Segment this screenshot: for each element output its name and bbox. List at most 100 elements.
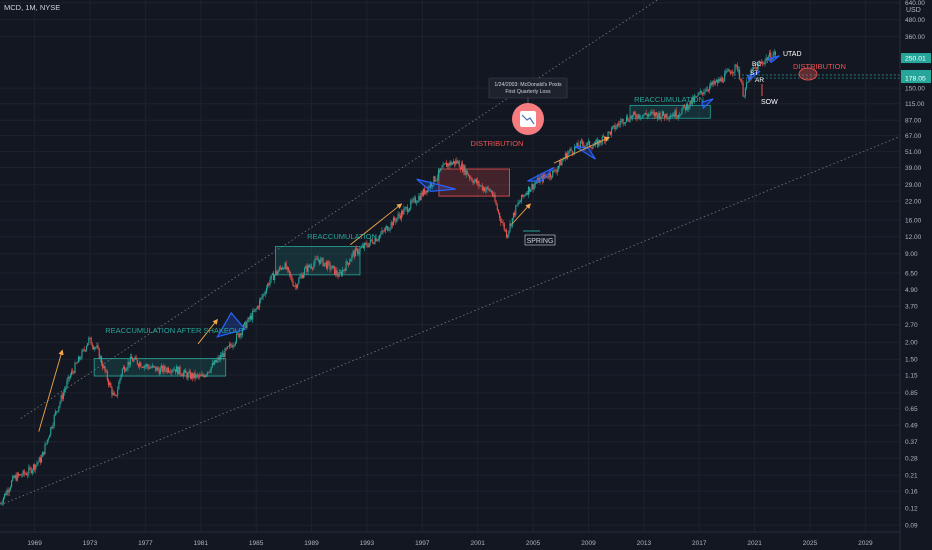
candle-body — [417, 201, 419, 203]
candle-body — [734, 64, 736, 72]
candle-body — [564, 153, 566, 159]
candle-body — [209, 371, 211, 373]
candle-body — [609, 131, 611, 135]
candle-body — [51, 427, 53, 429]
y-tick-label: 39.00 — [905, 165, 922, 172]
y-tick-label: 0.28 — [905, 456, 918, 463]
candle-body — [514, 212, 516, 216]
candle-body — [34, 464, 36, 470]
candle-body — [173, 369, 175, 371]
price-label-text: 250.01 — [905, 55, 926, 62]
candle-body — [302, 274, 305, 279]
candle-body — [189, 371, 191, 379]
candle-body — [154, 366, 156, 368]
candle-body — [97, 345, 99, 349]
candle-body — [472, 181, 474, 184]
candle-body — [298, 278, 300, 284]
candle-body — [192, 373, 194, 379]
candle-body — [395, 220, 397, 222]
candle-body — [140, 362, 142, 367]
candle-body — [672, 114, 674, 116]
candle-body — [64, 389, 66, 393]
candle-body — [55, 411, 58, 413]
candle-body — [405, 207, 407, 208]
candle-body — [560, 160, 562, 166]
x-tick-label: 1985 — [249, 540, 264, 547]
candle-body — [745, 82, 748, 89]
candle-body — [332, 265, 335, 267]
channel-lower-line — [4, 136, 901, 504]
candle-body — [300, 274, 302, 277]
candle-body — [87, 343, 89, 347]
candle-body — [319, 259, 321, 264]
candle-body — [312, 267, 314, 269]
candle-body — [548, 173, 550, 178]
candle-body — [713, 80, 715, 84]
y-tick-label: 1.15 — [905, 372, 918, 379]
candle-body — [583, 144, 585, 148]
candle-body — [203, 375, 205, 378]
candle-body — [591, 147, 593, 149]
event-callout-box — [488, 77, 568, 99]
candle-body — [602, 136, 605, 138]
candle-body — [124, 367, 126, 372]
sow-label: SOW — [761, 99, 778, 106]
candle-body — [216, 359, 218, 363]
candle-body — [532, 184, 534, 190]
candle-body — [728, 69, 730, 72]
candle-body — [507, 234, 509, 238]
candle-body — [145, 364, 148, 366]
x-tick-label: 1997 — [415, 540, 430, 547]
candle-body — [256, 306, 258, 309]
candle-body — [96, 345, 98, 348]
candle-body — [167, 368, 170, 373]
candle-body — [494, 194, 496, 202]
candle-body — [447, 163, 449, 167]
candle-body — [391, 222, 393, 226]
candle-body — [350, 259, 352, 262]
candle-body — [552, 170, 554, 178]
candle-body — [735, 64, 737, 66]
candle-body — [225, 348, 227, 350]
candle-body — [424, 188, 426, 194]
candle-body — [345, 261, 347, 271]
ar-label: AR — [755, 77, 764, 84]
candle-body — [157, 367, 159, 370]
candle-body — [27, 474, 29, 476]
symbol-label[interactable]: MCD, 1M, NYSE — [4, 3, 60, 12]
candle-body — [200, 375, 202, 377]
candle-body — [357, 248, 359, 254]
candle-body — [765, 57, 767, 61]
candle-body — [387, 226, 389, 231]
candle-body — [29, 467, 31, 469]
candle-body — [647, 114, 650, 117]
candle-body — [404, 207, 406, 209]
candle-body — [418, 196, 420, 202]
candle-body — [269, 279, 271, 285]
y-tick-label: 51.00 — [905, 149, 922, 156]
y-axis[interactable]: 0.09 0.12 0.16 0.21 0.28 0.37 0.49 0.65 0.85 1.15… — [899, 0, 925, 550]
candle-body — [500, 217, 502, 223]
candle-body — [639, 117, 641, 119]
candle-body — [193, 372, 195, 379]
candle-body — [160, 365, 163, 369]
candle-body — [429, 183, 431, 188]
candle-body — [490, 190, 493, 193]
candle-body — [710, 82, 712, 86]
candle-body — [681, 109, 683, 115]
utad-label: UTAD — [783, 51, 802, 58]
candle-body — [516, 204, 518, 206]
candle-body — [358, 252, 360, 254]
candle-body — [630, 116, 632, 119]
candle-body — [218, 357, 220, 360]
candle-body — [762, 62, 764, 64]
candle-body — [553, 170, 555, 171]
candle-body — [231, 345, 233, 348]
candle-body — [0, 503, 2, 505]
candle-body — [68, 376, 70, 379]
candle-body — [465, 170, 467, 175]
candle-body — [126, 367, 128, 370]
candle-body — [589, 141, 591, 147]
candle-body — [435, 180, 437, 182]
